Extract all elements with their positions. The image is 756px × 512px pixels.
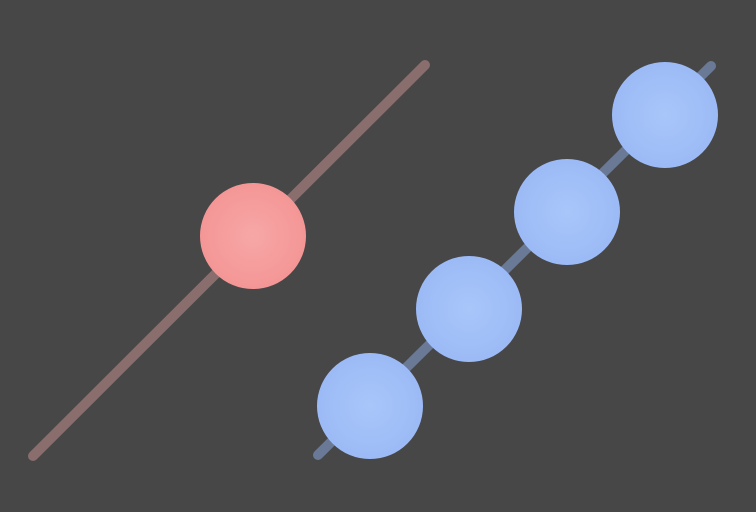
left-group <box>28 60 430 461</box>
right-ball-4[interactable] <box>612 62 718 168</box>
right-ball-3[interactable] <box>514 159 620 265</box>
right-ball-1[interactable] <box>317 353 423 459</box>
right-group <box>313 61 718 460</box>
right-ball-2[interactable] <box>416 256 522 362</box>
left-ball[interactable] <box>200 183 306 289</box>
